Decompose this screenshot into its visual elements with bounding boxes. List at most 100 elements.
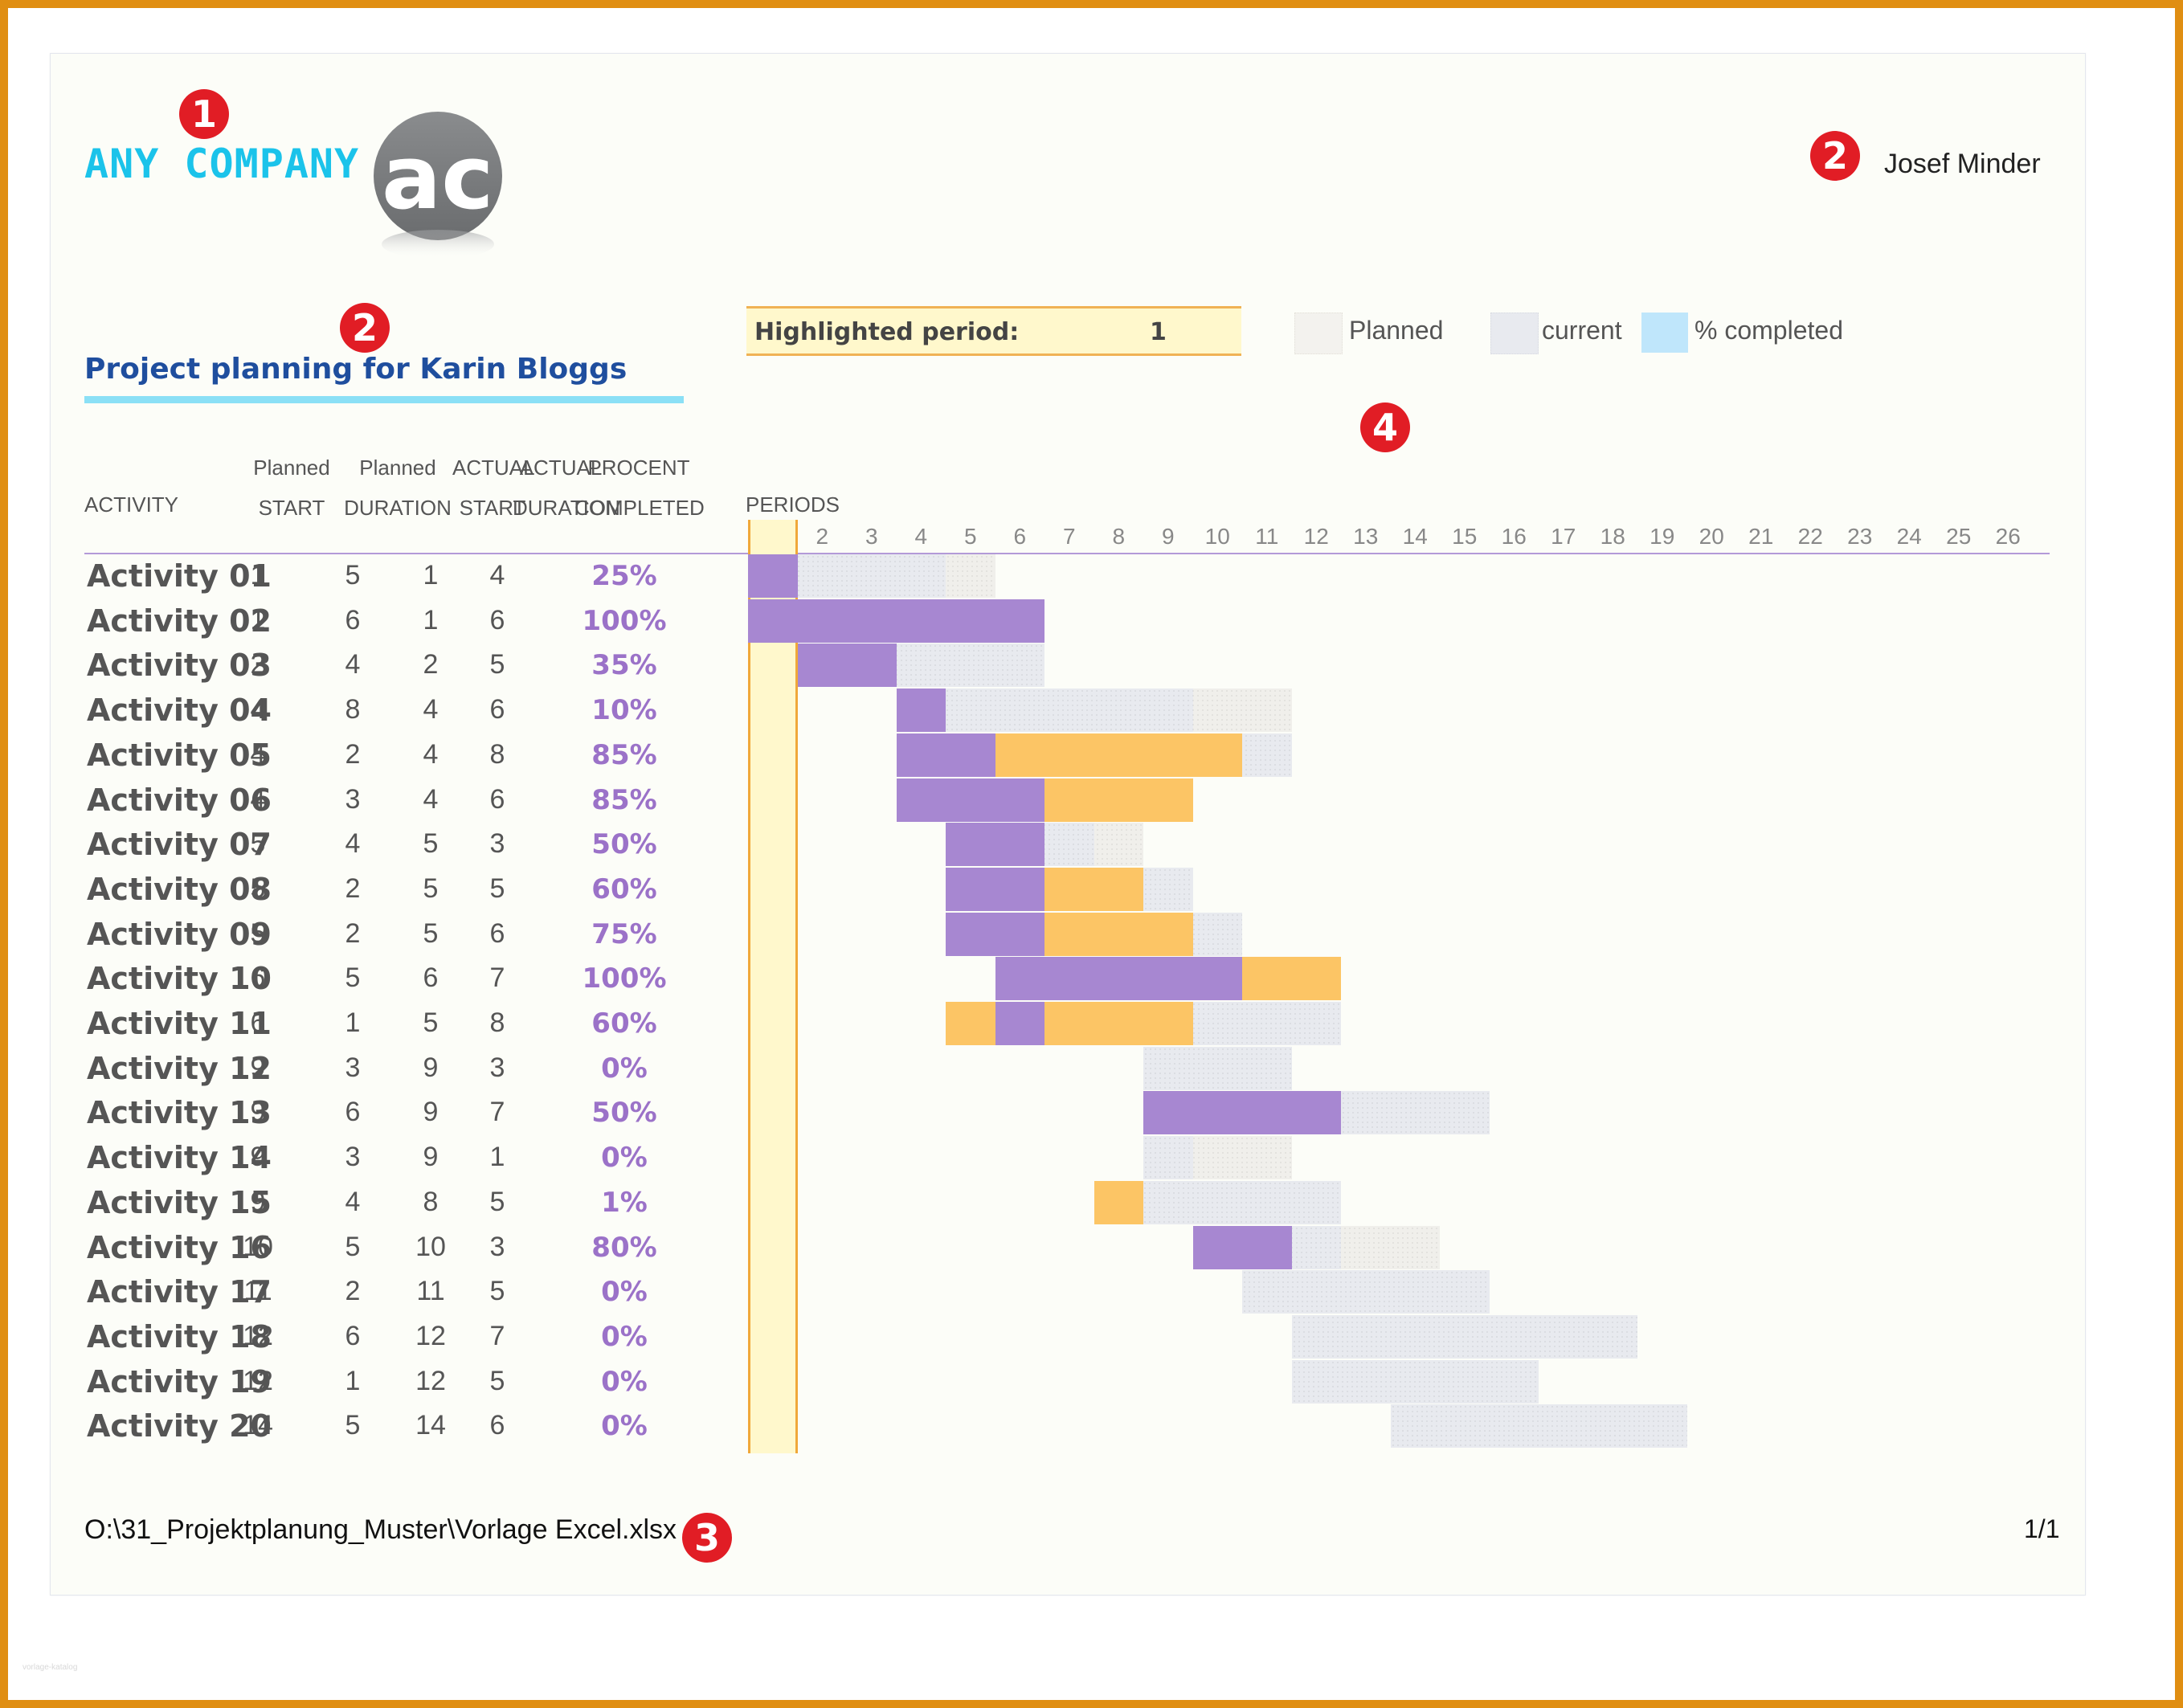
period-tick-19: 19: [1650, 524, 1675, 549]
col-percent-completed: PROCENT COMPLETED: [574, 456, 705, 520]
planned-start-cell: 10: [243, 1231, 273, 1262]
percent-completed-cell: 80%: [591, 1231, 657, 1264]
actual-duration-cell: 5: [489, 649, 505, 680]
actual-start-cell: 12: [415, 1365, 446, 1396]
actual-bar: [1143, 1046, 1292, 1090]
activity-name: Activity 11: [87, 1006, 272, 1041]
actual-start-cell: 2: [423, 649, 439, 680]
planned-start-cell: 9: [250, 1186, 266, 1217]
completed-bar: [1192, 1225, 1292, 1269]
planned-duration-cell: 4: [345, 828, 361, 860]
period-tick-4: 4: [914, 524, 928, 549]
percent-completed-cell: 25%: [591, 560, 657, 592]
planned-duration-cell: 1: [345, 1007, 361, 1038]
file-path: O:\31_Projektplanung_Muster\Vorlage Exce…: [84, 1514, 677, 1545]
completed-bar: [748, 599, 1044, 643]
actual-bar: [1291, 1314, 1637, 1359]
title-underline: [84, 396, 684, 403]
highlighted-period-box[interactable]: Highlighted period: 1: [746, 306, 1241, 356]
planned-duration-cell: 6: [345, 1097, 361, 1128]
percent-completed-cell: 85%: [591, 738, 657, 771]
percent-completed-cell: 100%: [582, 962, 667, 995]
completed-bar: [748, 554, 798, 598]
activity-name: Activity 13: [87, 1095, 272, 1131]
actual-duration-cell: 8: [489, 738, 505, 770]
callout-marker-4: 4: [1360, 402, 1410, 452]
col-actual-duration: ACTUAL DURATION: [513, 456, 620, 520]
actual-start-cell: 5: [423, 1007, 439, 1038]
actual-start-cell: 9: [423, 1052, 439, 1083]
planned-duration-cell: 4: [345, 1186, 361, 1217]
callout-marker-2-author: 2: [1810, 131, 1860, 181]
col-actual-start: ACTUAL START: [452, 456, 535, 520]
planned-start-cell: 2: [250, 649, 266, 680]
overrun-bar: [1044, 778, 1193, 822]
planned-start-cell: 5: [250, 917, 266, 949]
completed-bar: [946, 867, 1044, 911]
col-activity: ACTIVITY: [84, 492, 179, 517]
period-tick-9: 9: [1161, 524, 1175, 549]
header-rule: [84, 553, 2050, 554]
planned-start-cell: 6: [250, 962, 266, 994]
percent-completed-cell: 0%: [601, 1320, 648, 1353]
percent-completed-cell: 50%: [591, 1097, 657, 1130]
overrun-bar: [1242, 957, 1341, 1001]
planned-duration-cell: 4: [345, 649, 361, 680]
period-tick-18: 18: [1600, 524, 1625, 549]
completed-bar: [1143, 1091, 1341, 1135]
planned-duration-cell: 5: [345, 1231, 361, 1262]
planned-start-cell: 1: [250, 560, 266, 590]
planned-start-cell: 9: [250, 1142, 266, 1173]
planned-start-cell: 5: [250, 872, 266, 904]
actual-duration-cell: 7: [489, 1320, 505, 1351]
planned-start-cell: 1: [250, 604, 266, 635]
legend-current-label: current: [1542, 316, 1622, 345]
planned-duration-cell: 6: [345, 1320, 361, 1351]
actual-start-cell: 11: [416, 1276, 445, 1307]
actual-duration-cell: 1: [489, 1142, 505, 1173]
actual-duration-cell: 3: [489, 828, 505, 860]
activity-name: Activity 01: [87, 558, 272, 594]
overrun-bar: [946, 1002, 995, 1045]
planned-start-cell: 5: [250, 828, 266, 860]
actual-duration-cell: 6: [489, 604, 505, 635]
percent-completed-cell: 100%: [582, 604, 667, 637]
company-logo: ac: [374, 112, 502, 259]
overrun-bar: [995, 733, 1242, 777]
activity-name: Activity 04: [87, 693, 272, 729]
actual-duration-cell: 6: [489, 917, 505, 949]
planned-start-cell: 9: [250, 1052, 266, 1083]
actual-start-cell: 10: [415, 1231, 446, 1262]
planned-start-cell: 6: [250, 1007, 266, 1038]
period-tick-12: 12: [1303, 524, 1329, 549]
overrun-bar: [1094, 1180, 1143, 1224]
completed-bar: [946, 823, 1044, 867]
page-title: Project planning for Karin Bloggs: [84, 353, 628, 386]
percent-completed-cell: 0%: [601, 1052, 648, 1085]
period-tick-20: 20: [1699, 524, 1724, 549]
planned-duration-cell: 2: [345, 872, 361, 904]
planned-start-cell: 4: [250, 783, 266, 815]
completed-bar: [797, 644, 897, 688]
actual-start-cell: 4: [423, 694, 439, 725]
actual-duration-cell: 5: [489, 1276, 505, 1307]
callout-marker-1: 1: [179, 89, 229, 139]
callout-marker-2-title: 2: [340, 303, 390, 353]
period-tick-7: 7: [1062, 524, 1076, 549]
actual-duration-cell: 3: [489, 1052, 505, 1083]
overrun-bar: [1044, 867, 1143, 911]
percent-completed-cell: 60%: [591, 1007, 657, 1040]
completed-bar: [896, 689, 946, 733]
actual-duration-cell: 6: [489, 783, 505, 815]
highlighted-period-value[interactable]: 1: [1150, 318, 1167, 346]
planned-duration-cell: 2: [345, 1276, 361, 1307]
actual-start-cell: 1: [423, 604, 439, 635]
planned-duration-cell: 2: [345, 917, 361, 949]
activity-name: Activity 05: [87, 737, 272, 773]
actual-start-cell: 14: [415, 1410, 446, 1441]
actual-duration-cell: 4: [489, 560, 505, 590]
legend-planned-swatch: [1294, 313, 1343, 354]
completed-bar: [995, 957, 1242, 1001]
planned-duration-cell: 3: [345, 1052, 361, 1083]
